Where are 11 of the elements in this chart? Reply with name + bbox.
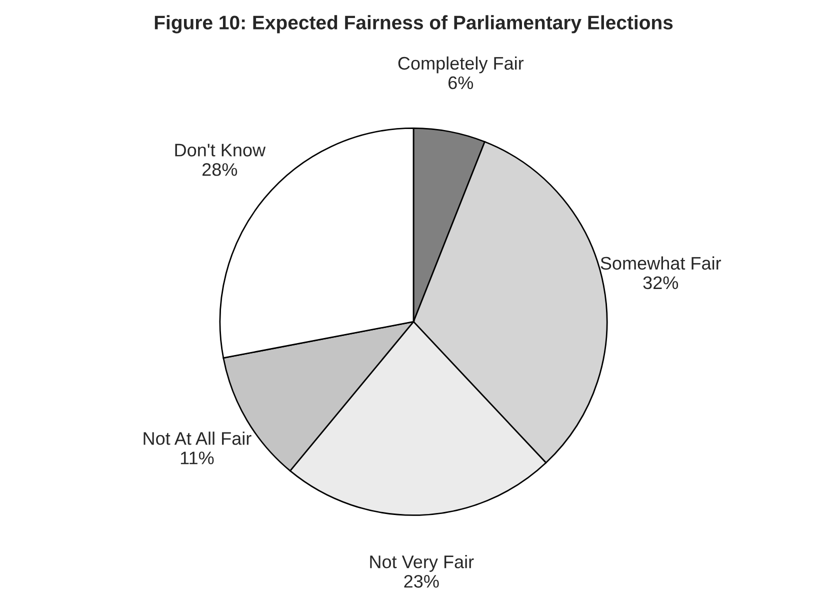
chart-title: Figure 10: Expected Fairness of Parliamentary Elections [154, 15, 673, 34]
data-label: 23% [404, 574, 439, 588]
data-label: 6% [448, 76, 474, 90]
data-label: 28% [202, 163, 238, 176]
data-label: 11% [180, 452, 214, 464]
slice-label: Completely Fair [398, 56, 524, 74]
slice-label: Don't Know [175, 144, 266, 156]
slice-label: Not At All Fair [144, 432, 252, 445]
slice-label: Somewhat Fair [600, 256, 722, 270]
data-label: 32% [643, 276, 678, 290]
slice-label: Not Very Fair [370, 555, 474, 572]
